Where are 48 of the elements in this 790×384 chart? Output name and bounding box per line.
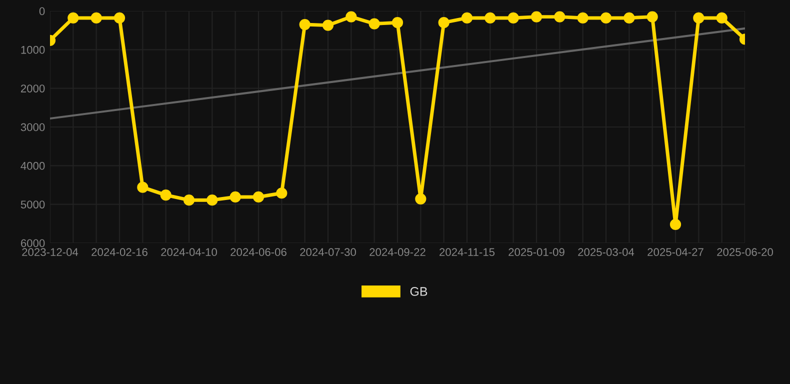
point — [554, 11, 566, 22]
y-tick-label: 3000 — [20, 123, 45, 132]
y-tick-label: 1000 — [21, 46, 45, 54]
point — [90, 12, 102, 24]
y-tick-label: 6000 — [20, 239, 45, 248]
point — [600, 12, 612, 24]
point — [484, 12, 496, 24]
point — [183, 194, 195, 206]
point — [624, 12, 635, 24]
x-tick-label: 2025-01-09 — [508, 248, 564, 256]
x-tick-label: 2025-03-04 — [578, 248, 634, 256]
point — [438, 17, 450, 28]
point — [160, 189, 172, 201]
point — [322, 20, 334, 31]
point — [206, 194, 218, 206]
x-tick-label: 2023-12-04 — [22, 248, 78, 256]
point — [230, 191, 241, 203]
x-tick-label: 2024-06-06 — [230, 248, 286, 256]
y-tick-label: 5000 — [20, 200, 45, 208]
x-tick-label: 2024-11-15 — [440, 248, 495, 256]
x-tick-label: 2024-02-16 — [92, 248, 148, 256]
point — [252, 191, 264, 203]
point — [670, 218, 682, 230]
y-tick-label: 4000 — [20, 162, 45, 170]
x-tick-label: 2024-09-22 — [370, 248, 426, 256]
point — [137, 182, 148, 193]
legend-label: GB — [410, 287, 428, 296]
x-tick-label: 2024-04-10 — [161, 248, 217, 256]
point — [276, 188, 288, 199]
point — [577, 12, 588, 24]
point — [646, 11, 658, 22]
point — [68, 12, 79, 24]
point — [415, 193, 426, 204]
point — [693, 12, 704, 24]
point — [346, 11, 357, 22]
point — [530, 11, 542, 22]
y-tick-label: 2000 — [20, 84, 45, 92]
x-tick-label: 2024-07-30 — [300, 248, 356, 256]
point — [299, 18, 310, 30]
point — [508, 12, 519, 24]
x-tick-label: 2025-06-20 — [717, 248, 773, 256]
point — [368, 18, 380, 30]
x-tick-label: 2025-04-27 — [648, 248, 704, 256]
y-tick-label: 0 — [39, 7, 45, 16]
point — [392, 17, 404, 28]
point — [716, 12, 728, 24]
point — [461, 12, 473, 24]
point — [114, 12, 126, 24]
